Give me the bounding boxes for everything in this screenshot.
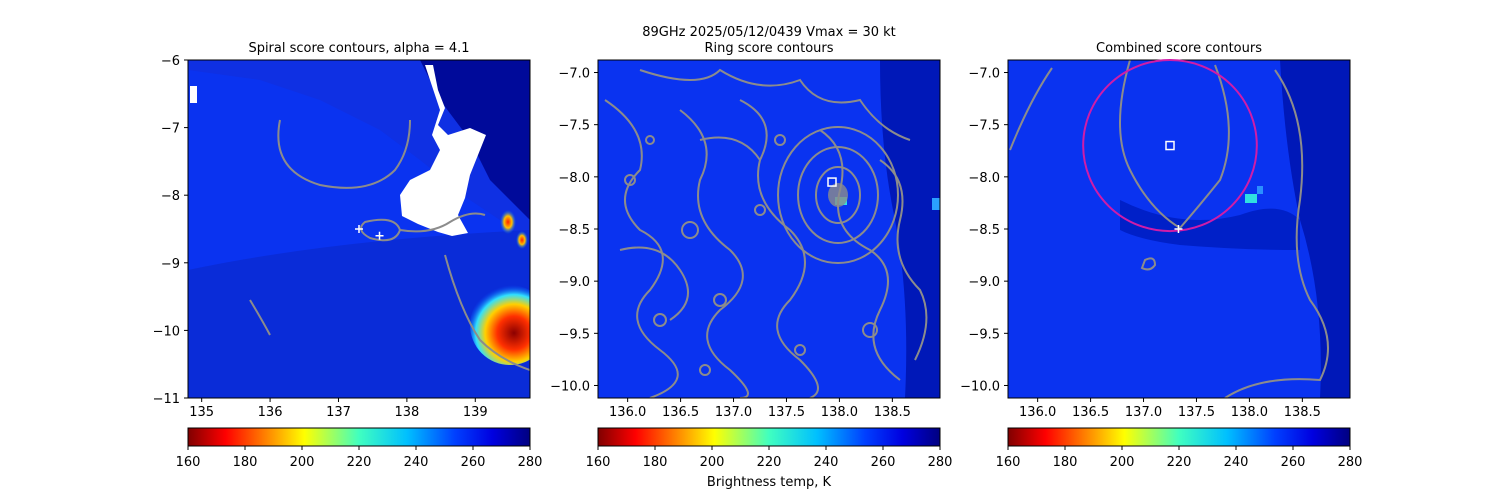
colorbar-tick-label: 220 bbox=[347, 455, 372, 470]
axis-ticks: 135 136 137 138 139 −6 −7 −8 −9 −10 −11 bbox=[153, 54, 488, 420]
x-tick-label: 138.5 bbox=[874, 405, 911, 420]
x-tick-label: 138.0 bbox=[821, 405, 858, 420]
markers bbox=[827, 177, 837, 187]
colorbar-tick-label: 240 bbox=[814, 455, 839, 470]
y-tick-label: −8.5 bbox=[968, 223, 1000, 238]
x-tick-label: 138 bbox=[394, 405, 419, 420]
axis-ticks: 136.0 136.5 137.0 137.5 138.0 138.5 −7.0 −7.5 −8… bbox=[960, 67, 1321, 420]
y-tick-label: −7.5 bbox=[968, 119, 1000, 134]
colorbar: 160 180 200 220 240 260 280 bbox=[996, 427, 1363, 470]
y-tick-label: −9.5 bbox=[558, 327, 590, 342]
y-tick-label: −9.0 bbox=[968, 275, 1000, 290]
y-tick-label: −9.5 bbox=[968, 327, 1000, 342]
y-tick-label: −8.0 bbox=[968, 171, 1000, 186]
x-tick-label: 136.5 bbox=[662, 405, 699, 420]
colorbar-tick-label: 240 bbox=[1224, 455, 1249, 470]
colorbar-tick-label: 280 bbox=[928, 455, 953, 470]
contour-lines bbox=[249, 119, 530, 371]
contour-lines bbox=[1009, 60, 1329, 398]
x-tick-label: 137.5 bbox=[1178, 405, 1215, 420]
x-tick-label: 136 bbox=[258, 405, 283, 420]
axis-ticks: 136.0 136.5 137.0 137.5 138.0 138.5 −7.0 −7.5 −8… bbox=[550, 67, 911, 420]
panel-title: Ring score contours bbox=[704, 41, 833, 56]
x-tick-label: 138.0 bbox=[1231, 405, 1268, 420]
colorbar-tick-label: 240 bbox=[404, 455, 429, 470]
x-tick-label: 137.0 bbox=[715, 405, 752, 420]
x-tick-label: 137.0 bbox=[1125, 405, 1162, 420]
y-tick-label: −9.0 bbox=[558, 275, 590, 290]
colorbar-tick-label: 260 bbox=[1281, 455, 1306, 470]
panel-spiral: Spiral score contours, alpha = 4.1 135 13… bbox=[153, 41, 531, 420]
colorbar-tick-label: 260 bbox=[871, 455, 896, 470]
y-tick-label: −7.5 bbox=[558, 119, 590, 134]
markers bbox=[355, 225, 384, 240]
panel-title: Spiral score contours, alpha = 4.1 bbox=[248, 41, 469, 56]
axes-frame bbox=[187, 59, 531, 399]
x-tick-label: 137 bbox=[326, 405, 351, 420]
colorbar-tick-label: 280 bbox=[1338, 455, 1363, 470]
center-plus-marker bbox=[1174, 225, 1183, 233]
x-tick-label: 136.0 bbox=[609, 405, 646, 420]
contour-lines bbox=[604, 68, 928, 398]
y-tick-label: −10.0 bbox=[960, 379, 1000, 394]
markers bbox=[1082, 59, 1258, 233]
colorbar-tick-label: 220 bbox=[757, 455, 782, 470]
y-tick-label: −10.0 bbox=[550, 379, 590, 394]
colorbar: 160 180 200 220 240 260 280 bbox=[586, 427, 953, 470]
colorbar-tick-label: 280 bbox=[518, 455, 543, 470]
y-tick-label: −7.0 bbox=[968, 67, 1000, 82]
x-tick-label: 137.5 bbox=[768, 405, 805, 420]
panel-ring: Ring score contours bbox=[550, 41, 941, 420]
colorbar-tick-label: 180 bbox=[643, 455, 668, 470]
y-tick-label: −6 bbox=[161, 54, 180, 69]
y-tick-label: −10 bbox=[153, 324, 180, 339]
y-tick-label: −7.0 bbox=[558, 67, 590, 82]
x-tick-label: 135 bbox=[189, 405, 214, 420]
x-tick-label: 139 bbox=[463, 405, 488, 420]
y-tick-label: −7 bbox=[161, 122, 180, 137]
colorbar-tick-label: 200 bbox=[700, 455, 725, 470]
colorbar-tick-label: 160 bbox=[176, 455, 201, 470]
x-tick-label: 136.5 bbox=[1072, 405, 1109, 420]
colorbar-tick-label: 160 bbox=[586, 455, 611, 470]
y-tick-label: −8 bbox=[161, 189, 180, 204]
radius-circle bbox=[1082, 59, 1258, 233]
figure-suptitle: 89GHz 2025/05/12/0439 Vmax = 30 kt bbox=[642, 25, 896, 40]
colorbar-tick-label: 200 bbox=[290, 455, 315, 470]
center-square-marker bbox=[1165, 140, 1175, 151]
center-square-marker bbox=[827, 177, 837, 187]
y-tick-label: −8.5 bbox=[558, 223, 590, 238]
x-tick-label: 138.5 bbox=[1284, 405, 1321, 420]
y-tick-label: −8.0 bbox=[558, 171, 590, 186]
heatmap-image bbox=[188, 60, 530, 398]
center-plus-marker bbox=[375, 231, 384, 240]
panel-combined: Combined score contours 136.0 136.5 137.0 1… bbox=[960, 41, 1351, 420]
colorbar-tick-label: 260 bbox=[461, 455, 486, 470]
y-tick-label: −9 bbox=[161, 257, 180, 272]
colorbar-tick-label: 180 bbox=[233, 455, 258, 470]
center-plus-marker bbox=[355, 225, 363, 233]
heatmap-image bbox=[598, 60, 940, 398]
colorbar-label: Brightness temp, K bbox=[707, 475, 832, 490]
panel-title: Combined score contours bbox=[1096, 41, 1262, 56]
colorbar: 160 180 200 220 240 260 280 bbox=[176, 427, 543, 470]
missing-data-mask bbox=[190, 65, 486, 236]
colorbar-tick-label: 160 bbox=[996, 455, 1021, 470]
y-tick-label: −11 bbox=[153, 392, 180, 407]
colorbar-tick-label: 180 bbox=[1053, 455, 1078, 470]
colorbar-tick-label: 220 bbox=[1167, 455, 1192, 470]
colorbar-tick-label: 200 bbox=[1110, 455, 1135, 470]
x-tick-label: 136.0 bbox=[1019, 405, 1056, 420]
